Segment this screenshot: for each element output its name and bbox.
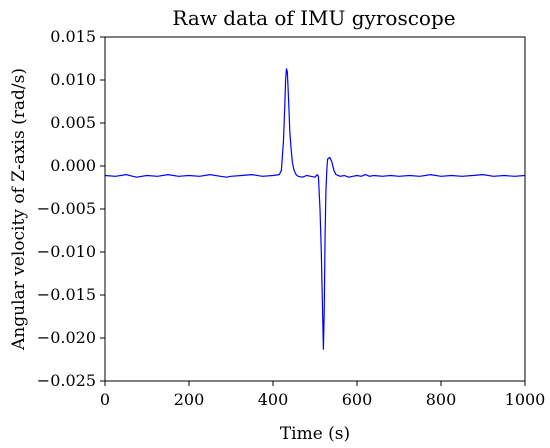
chart-title: Raw data of IMU gyroscope bbox=[172, 6, 455, 30]
x-tick-label: 800 bbox=[426, 390, 457, 409]
y-tick-label: 0.000 bbox=[50, 156, 96, 175]
x-tick-label: 0 bbox=[100, 390, 110, 409]
y-axis-title: Angular velocity of Z-axis (rad/s) bbox=[9, 68, 29, 351]
y-axis-ticks: 0.015 0.010 0.005 0.000 −0.005 −0.010 −0.015 −0… bbox=[37, 27, 105, 390]
x-tick-label: 400 bbox=[258, 390, 289, 409]
plot-area-frame bbox=[104, 36, 526, 382]
x-tick-label: 200 bbox=[174, 390, 205, 409]
y-tick-label: −0.025 bbox=[37, 371, 96, 390]
x-axis-ticks: 0 200 400 600 800 1000 bbox=[100, 381, 545, 409]
x-axis-title: Time (s) bbox=[280, 424, 350, 444]
y-tick-label: −0.010 bbox=[37, 242, 96, 261]
y-tick-label: −0.020 bbox=[37, 328, 96, 347]
x-tick-label: 600 bbox=[342, 390, 373, 409]
y-tick-label: 0.005 bbox=[50, 113, 96, 132]
gyroscope-series-line bbox=[104, 68, 526, 350]
y-tick-label: −0.005 bbox=[37, 199, 96, 218]
y-tick-label: −0.015 bbox=[37, 285, 96, 304]
y-tick-label: 0.015 bbox=[50, 27, 96, 46]
x-tick-label: 1000 bbox=[505, 390, 546, 409]
y-tick-label: 0.010 bbox=[50, 70, 96, 89]
